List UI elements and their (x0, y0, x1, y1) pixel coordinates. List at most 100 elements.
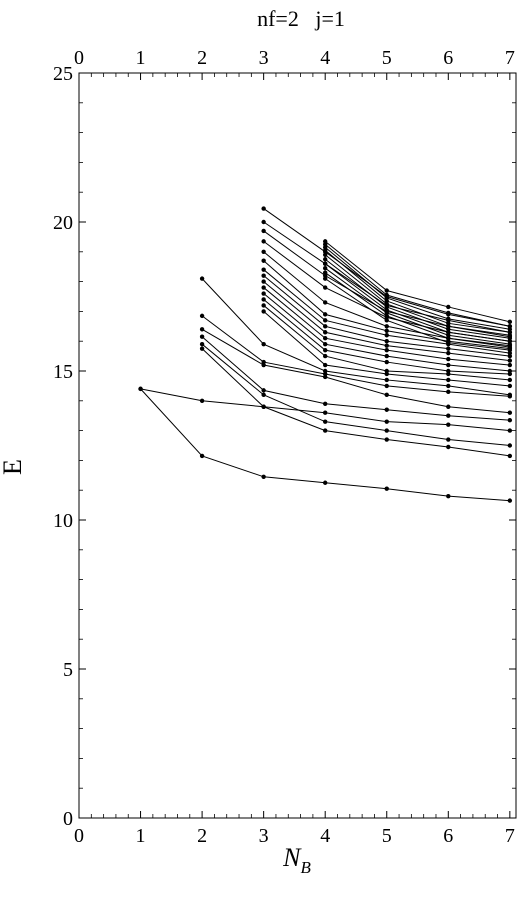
x-axis-title-sub: B (300, 858, 311, 877)
data-point (507, 498, 513, 503)
data-point (446, 377, 451, 383)
x-tick-label-top: 3 (259, 47, 269, 69)
x-tick-label-top: 1 (136, 47, 146, 69)
data-point (384, 368, 389, 374)
data-point (322, 410, 328, 415)
series-line-28 (324, 254, 510, 336)
data-point (322, 362, 328, 368)
data-point (446, 304, 451, 310)
data-point (261, 279, 266, 284)
series-line-32 (324, 240, 510, 323)
data-point (384, 359, 389, 365)
data-point (322, 353, 328, 359)
data-point (199, 327, 205, 332)
points-layer (138, 206, 513, 503)
data-point (322, 312, 328, 317)
data-point (322, 285, 328, 290)
data-point (384, 377, 389, 383)
data-point (507, 319, 513, 325)
data-point (384, 324, 389, 329)
series-line-30 (324, 246, 510, 330)
data-point (322, 330, 328, 335)
data-point (446, 340, 451, 345)
data-point (322, 368, 328, 374)
series-line-3 (201, 348, 510, 457)
data-point (384, 339, 389, 344)
data-point (384, 328, 389, 333)
series-line-5 (201, 336, 510, 421)
data-point (446, 368, 451, 374)
data-point (507, 358, 513, 363)
data-point (507, 392, 513, 398)
x-tick-label-top: 7 (505, 47, 515, 69)
data-point (446, 321, 451, 326)
data-point (446, 310, 451, 316)
data-point (384, 353, 389, 359)
data-point (384, 343, 389, 348)
data-point (446, 346, 451, 351)
data-point (322, 252, 328, 257)
series-line-8 (201, 278, 510, 396)
data-point (199, 334, 205, 339)
x-tick-label-top: 4 (320, 47, 330, 69)
data-point (261, 258, 266, 263)
x-axis-title-main: N (282, 843, 302, 872)
x-tick-label-bottom: 2 (197, 825, 207, 847)
y-tick-label: 10 (53, 510, 73, 532)
data-point (261, 273, 266, 278)
data-point (322, 341, 328, 347)
data-point (446, 444, 451, 450)
data-point (507, 383, 513, 389)
data-point (384, 428, 389, 433)
data-point (261, 291, 266, 296)
data-point (322, 239, 328, 244)
data-point (446, 356, 451, 362)
data-point (384, 292, 389, 298)
data-point (322, 324, 328, 329)
y-tick-label: 25 (53, 63, 73, 85)
y-tick-label: 20 (53, 212, 73, 234)
series-line-27 (324, 258, 510, 339)
data-point (138, 386, 143, 392)
x-tick-label-top: 5 (382, 47, 392, 69)
data-point (322, 419, 328, 424)
data-point (261, 341, 266, 347)
data-point (446, 437, 451, 442)
data-point (322, 428, 328, 433)
data-point (261, 267, 266, 272)
data-point (322, 265, 328, 271)
data-point (322, 480, 328, 485)
data-point (261, 309, 266, 314)
data-point (446, 404, 451, 409)
data-point (322, 261, 328, 266)
x-tick-label-bottom: 4 (320, 825, 330, 847)
series-line-25 (324, 267, 510, 345)
data-point (384, 288, 389, 293)
data-point (384, 347, 389, 353)
x-tick-label-bottom: 3 (259, 825, 269, 847)
y-tick-label: 0 (63, 808, 73, 830)
data-point (384, 383, 389, 389)
data-point (261, 297, 266, 302)
data-point (261, 285, 266, 290)
data-point (446, 413, 451, 418)
x-tick-label-top: 6 (443, 47, 453, 69)
data-point (446, 350, 451, 356)
plot-frame (78, 72, 517, 819)
data-point (507, 324, 513, 329)
data-point (322, 336, 328, 341)
data-point (384, 437, 389, 442)
data-point (261, 206, 266, 211)
chart-title: nf=2 j=1 (257, 6, 345, 31)
data-point (199, 346, 205, 351)
data-point (446, 383, 451, 389)
series-line-2 (140, 388, 510, 432)
x-tick-label-bottom: 0 (74, 825, 84, 847)
series-line-6 (201, 328, 510, 414)
series-line-24 (324, 272, 510, 348)
data-point (261, 228, 266, 234)
data-point (507, 368, 513, 374)
x-tick-label-bottom: 6 (443, 825, 453, 847)
data-point (446, 493, 451, 499)
